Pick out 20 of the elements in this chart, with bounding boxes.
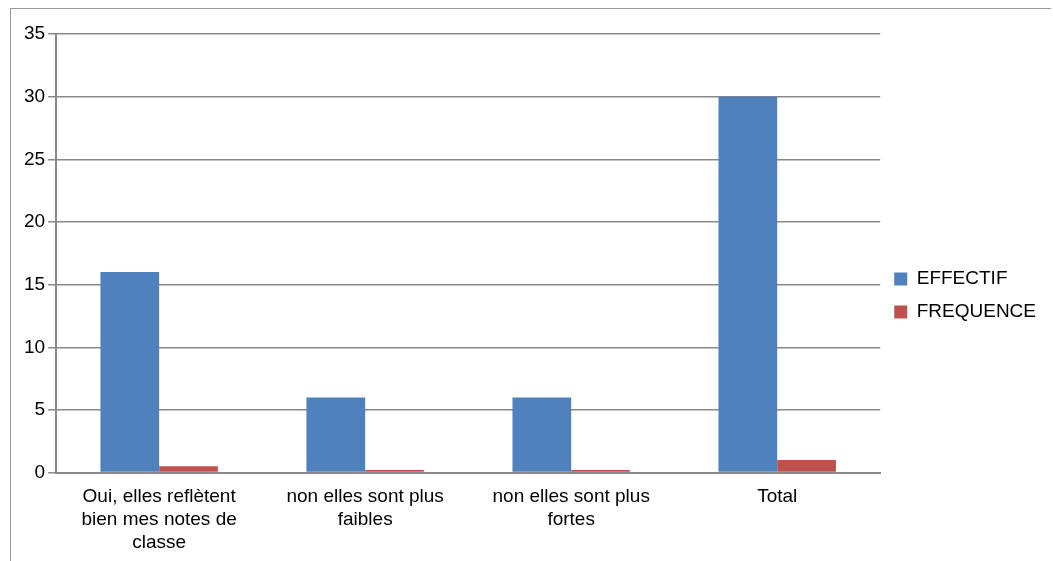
x-tick-label: non elles sont plus fortes bbox=[492, 485, 650, 530]
x-tick-label: non elles sont plus faibles bbox=[286, 485, 444, 530]
legend-label: FREQUENCE bbox=[916, 300, 1037, 322]
x-tick-label: Oui, elles reflètent bien mes notes de classe bbox=[81, 485, 237, 552]
bar bbox=[306, 397, 366, 472]
y-tick-label: 0 bbox=[34, 460, 46, 482]
y-tick-label: 20 bbox=[23, 210, 46, 232]
bar bbox=[512, 397, 572, 472]
y-tick-label: 5 bbox=[34, 398, 46, 420]
y-tick-label: 30 bbox=[23, 84, 46, 106]
bar bbox=[100, 272, 160, 472]
legend-label: EFFECTIF bbox=[916, 267, 1008, 289]
bar bbox=[159, 466, 218, 472]
y-tick-label: 15 bbox=[23, 272, 46, 294]
bar bbox=[777, 460, 836, 472]
y-tick-label: 25 bbox=[23, 147, 46, 169]
y-tick-label: 35 bbox=[23, 22, 46, 44]
bar bbox=[718, 96, 778, 472]
x-tick-label: Total bbox=[757, 485, 798, 507]
y-tick-label: 10 bbox=[23, 335, 46, 357]
